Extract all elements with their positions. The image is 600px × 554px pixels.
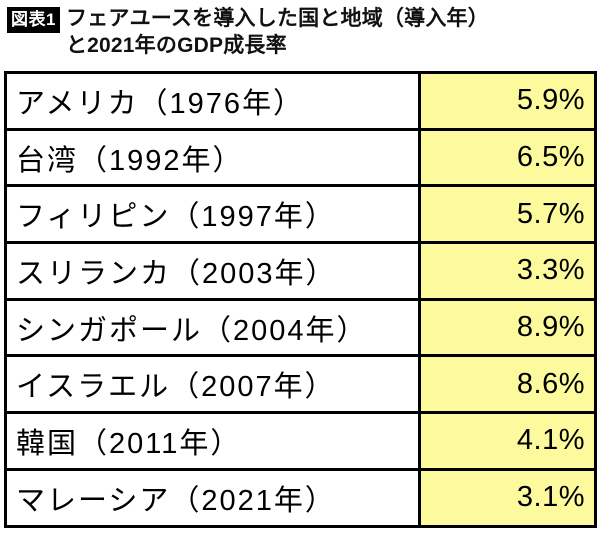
gdp-growth-cell: 5.9% — [418, 71, 597, 131]
figure-title-line1: フェアユースを導入した国と地域（導入年） — [65, 7, 489, 30]
country-cell: 韓国（2011年） — [4, 411, 421, 471]
figure-number-badge: 図表1 — [7, 7, 60, 33]
country-cell: シンガポール（2004年） — [4, 297, 421, 358]
gdp-growth-cell: 4.1% — [418, 411, 597, 471]
table-row: 韓国（2011年） 4.1% — [4, 411, 597, 471]
table-row: イスラエル（2007年） 8.6% — [4, 354, 597, 415]
gdp-growth-cell: 3.3% — [418, 241, 597, 301]
table-row: シンガポール（2004年） 8.9% — [4, 297, 597, 358]
gdp-growth-cell: 8.9% — [418, 297, 597, 358]
table-row: 台湾（1992年） 6.5% — [4, 127, 597, 188]
country-cell: マレーシア（2021年） — [4, 467, 421, 528]
table-row: スリランカ（2003年） 3.3% — [4, 241, 597, 301]
gdp-growth-cell: 5.7% — [418, 184, 597, 245]
gdp-growth-cell: 3.1% — [418, 467, 597, 528]
table-row: マレーシア（2021年） 3.1% — [4, 467, 597, 528]
figure-title: フェアユースを導入した国と地域（導入年） と2021年のGDP成長率 — [66, 6, 489, 59]
country-cell: 台湾（1992年） — [4, 127, 421, 188]
table-row: フィリピン（1997年） 5.7% — [4, 184, 597, 245]
fair-use-gdp-table: アメリカ（1976年） 5.9% 台湾（1992年） 6.5% フィリピン（1997年）… — [4, 71, 597, 528]
figure-header: 図表1 フェアユースを導入した国と地域（導入年） と2021年のGDP成長率 — [7, 6, 593, 59]
country-cell: スリランカ（2003年） — [4, 241, 421, 301]
figure-title-line2: と2021年のGDP成長率 — [65, 33, 287, 57]
table-row: アメリカ（1976年） 5.9% — [4, 71, 597, 131]
country-cell: イスラエル（2007年） — [4, 354, 421, 415]
country-cell: フィリピン（1997年） — [4, 184, 421, 245]
gdp-growth-cell: 6.5% — [418, 127, 597, 188]
country-cell: アメリカ（1976年） — [4, 71, 421, 131]
gdp-growth-cell: 8.6% — [418, 354, 597, 415]
